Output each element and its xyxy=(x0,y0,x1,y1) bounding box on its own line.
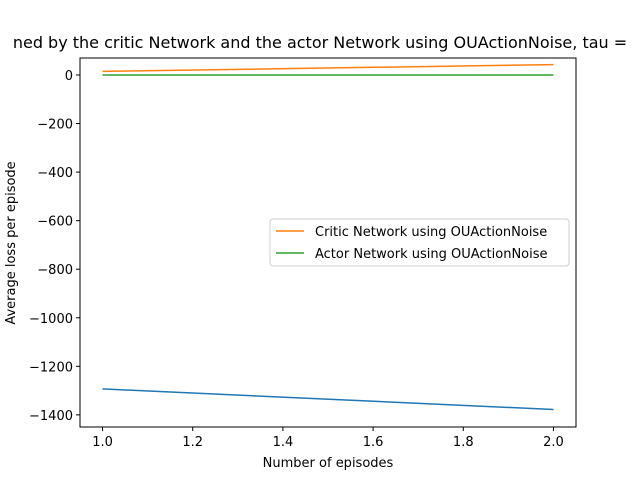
chart-title: ned by the critic Network and the actor … xyxy=(13,33,627,52)
y-tick-label: −800 xyxy=(37,263,73,278)
legend-box xyxy=(269,218,570,267)
y-tick-label: −1000 xyxy=(29,312,73,327)
series-line-1 xyxy=(102,63,554,73)
x-tick-label: 2.0 xyxy=(543,435,564,450)
legend-label-actor: Actor Network using OUActionNoise xyxy=(315,247,548,262)
x-tick-label: 1.0 xyxy=(92,435,113,450)
series-layer xyxy=(102,63,554,411)
legend: Critic Network using OUActionNoise Actor… xyxy=(269,218,570,267)
y-tick-label: −400 xyxy=(37,166,73,181)
x-ticks: 1.0 1.2 1.4 1.6 1.8 2.0 xyxy=(92,427,564,450)
y-tick-label: 0 xyxy=(65,69,73,84)
x-tick-label: 1.8 xyxy=(453,435,474,450)
legend-label-critic: Critic Network using OUActionNoise xyxy=(315,225,547,240)
y-axis-label: Average loss per episode xyxy=(4,161,19,324)
x-tick-label: 1.6 xyxy=(363,435,384,450)
y-tick-label: −200 xyxy=(37,118,73,133)
x-axis-label: Number of episodes xyxy=(263,456,394,471)
y-ticks: 0 −200 −400 −600 −800 −1000 −1200 −1400 xyxy=(29,69,80,424)
x-tick-label: 1.2 xyxy=(182,435,203,450)
y-tick-label: −600 xyxy=(37,215,73,230)
x-tick-label: 1.4 xyxy=(273,435,294,450)
axes-frame xyxy=(79,57,577,428)
plot-area: 1.0 1.2 1.4 1.6 1.8 2.0 0 −200 −400 −600 −800 −100… xyxy=(29,57,577,450)
y-tick-label: −1400 xyxy=(29,409,73,424)
series-line-0 xyxy=(102,388,554,411)
y-tick-label: −1200 xyxy=(29,360,73,375)
